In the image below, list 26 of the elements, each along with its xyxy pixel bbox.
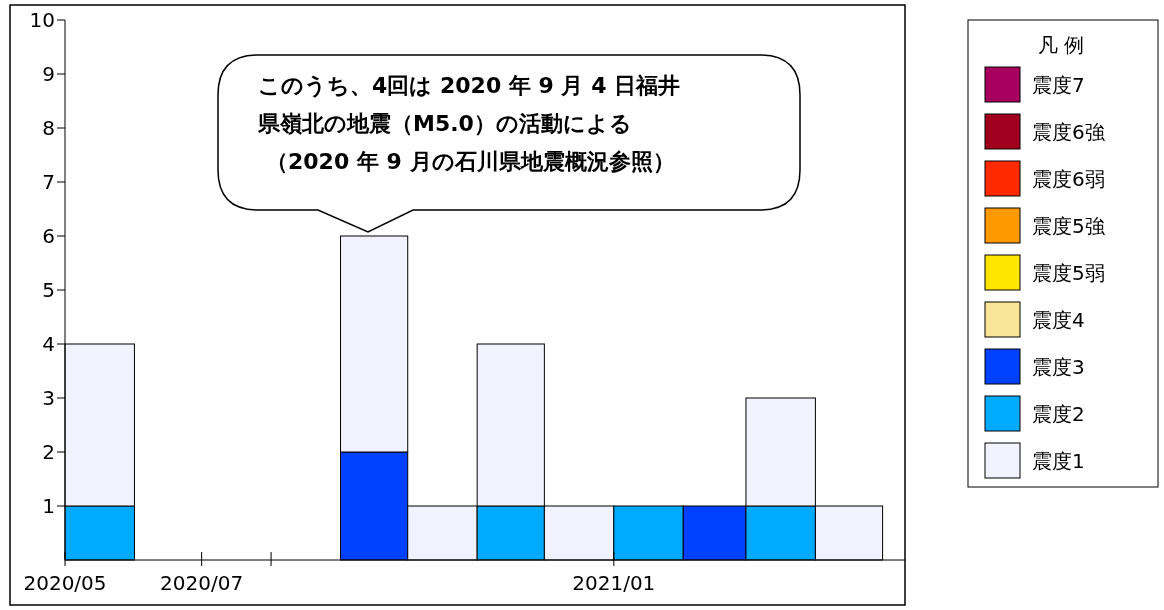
annotation: このうち、4回は 2020 年 9 月 4 日福井	[258, 73, 681, 98]
y-tick-label: 9	[42, 62, 55, 86]
y-tick-label: 2	[42, 440, 55, 464]
annotation: （2020 年 9 月の石川県地震概況参照）	[266, 149, 675, 174]
y-tick-label: 3	[42, 386, 55, 410]
y-tick-label: 7	[42, 170, 55, 194]
legend-label: 震度5弱	[1032, 261, 1105, 285]
y-tick-label: 8	[42, 116, 55, 140]
x-tick-label: 2020/07	[160, 571, 244, 595]
y-tick-label: 10	[29, 8, 55, 32]
legend-label: 震度5強	[1032, 214, 1105, 238]
legend-label: 震度3	[1032, 355, 1085, 379]
y-tick-label: 1	[42, 494, 55, 518]
annotation: 県嶺北の地震（M5.0）の活動による	[257, 111, 632, 136]
legend-label: 震度6弱	[1032, 167, 1105, 191]
y-tick-label: 4	[42, 332, 55, 356]
x-tick-label: 2020/05	[23, 571, 107, 595]
y-tick-label: 5	[42, 278, 55, 302]
x-tick-label: 2021/01	[572, 571, 656, 595]
legend-label: 震度6強	[1032, 120, 1105, 144]
legend-label: 震度7	[1032, 73, 1085, 97]
legend-label: 震度4	[1032, 308, 1085, 332]
legend-title: 凡 例	[1038, 33, 1085, 57]
legend-label: 震度2	[1032, 402, 1085, 426]
legend-label: 震度1	[1032, 449, 1085, 473]
y-tick-label: 6	[42, 224, 55, 248]
